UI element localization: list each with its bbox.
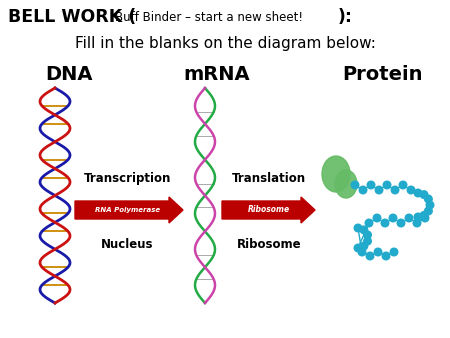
Text: Fill in the blanks on the diagram below:: Fill in the blanks on the diagram below:: [75, 36, 375, 51]
Circle shape: [374, 248, 382, 256]
Circle shape: [414, 189, 422, 197]
Circle shape: [382, 252, 390, 260]
Circle shape: [420, 212, 428, 219]
Circle shape: [354, 244, 362, 252]
Circle shape: [390, 248, 398, 256]
Circle shape: [389, 214, 397, 222]
Text: Transcription: Transcription: [84, 172, 171, 185]
Text: Buff Binder – start a new sheet!: Buff Binder – start a new sheet!: [115, 11, 303, 24]
Circle shape: [399, 181, 407, 189]
Circle shape: [414, 213, 422, 221]
Text: DNA: DNA: [45, 65, 93, 84]
Circle shape: [364, 237, 371, 245]
Ellipse shape: [335, 170, 357, 198]
Text: Translation: Translation: [232, 172, 306, 185]
Text: BELL WORK (: BELL WORK (: [8, 8, 136, 26]
Circle shape: [426, 201, 434, 209]
Text: Nucleus: Nucleus: [101, 238, 154, 251]
Circle shape: [405, 214, 413, 222]
Circle shape: [373, 214, 381, 222]
Text: mRNA: mRNA: [183, 65, 250, 84]
Circle shape: [360, 226, 368, 234]
Circle shape: [375, 186, 383, 194]
Text: Protein: Protein: [342, 65, 423, 84]
Circle shape: [413, 219, 421, 227]
Circle shape: [407, 186, 415, 194]
Text: Ribosome: Ribosome: [248, 206, 290, 215]
Circle shape: [366, 252, 374, 260]
Circle shape: [391, 186, 399, 194]
Text: ):: ):: [338, 8, 353, 26]
Circle shape: [358, 248, 366, 256]
Circle shape: [360, 242, 368, 250]
Circle shape: [359, 186, 367, 194]
Circle shape: [354, 224, 362, 232]
Circle shape: [367, 181, 375, 189]
Circle shape: [425, 195, 432, 203]
Circle shape: [425, 207, 432, 215]
Circle shape: [351, 181, 359, 189]
Circle shape: [421, 214, 429, 222]
Text: Ribosome: Ribosome: [237, 238, 302, 251]
FancyArrow shape: [75, 197, 183, 223]
Circle shape: [364, 231, 371, 239]
Text: RNA Polymerase: RNA Polymerase: [95, 207, 160, 213]
FancyArrow shape: [222, 197, 315, 223]
Circle shape: [397, 219, 405, 227]
Ellipse shape: [322, 156, 350, 192]
Circle shape: [365, 219, 373, 227]
Circle shape: [381, 219, 389, 227]
Circle shape: [420, 191, 428, 198]
Circle shape: [383, 181, 391, 189]
